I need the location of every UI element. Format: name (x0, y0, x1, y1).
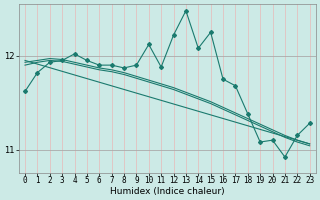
X-axis label: Humidex (Indice chaleur): Humidex (Indice chaleur) (110, 187, 225, 196)
